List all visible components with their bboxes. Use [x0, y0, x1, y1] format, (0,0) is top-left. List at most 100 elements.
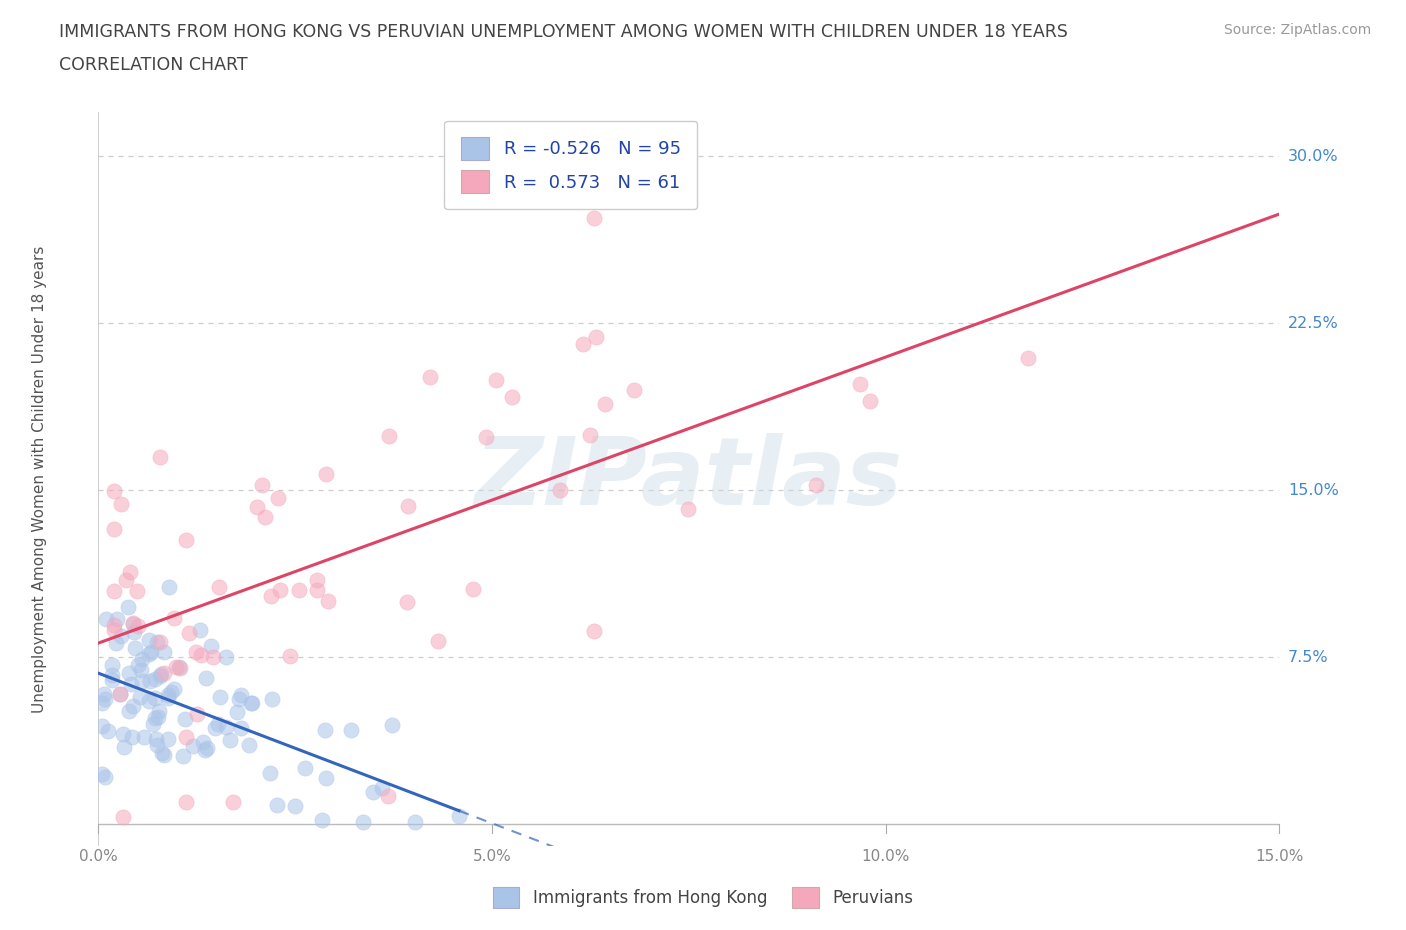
Point [501, 390, 523, 405]
Point [208, 580, 231, 595]
Point [131, 663, 153, 678]
Point [128, 689, 150, 704]
Point [124, 641, 146, 656]
Point [131, 673, 153, 688]
Point [157, 690, 180, 705]
Point [267, 491, 290, 506]
Point [127, 658, 149, 672]
Text: 30.0%: 30.0% [1288, 149, 1339, 164]
Point [804, 477, 827, 492]
Point [240, 696, 263, 711]
Point [582, 623, 605, 638]
Legend: Immigrants from Hong Kong, Peruvians: Immigrants from Hong Kong, Peruvians [486, 881, 920, 914]
Point [228, 692, 250, 707]
Point [103, 484, 125, 498]
Point [142, 717, 165, 732]
Text: 0.0%: 0.0% [79, 849, 118, 864]
Point [215, 650, 238, 665]
Point [288, 583, 311, 598]
Point [311, 813, 333, 828]
Point [110, 497, 132, 512]
Point [148, 704, 170, 719]
Point [122, 624, 145, 639]
Point [278, 649, 301, 664]
Text: 22.5%: 22.5% [1288, 315, 1339, 330]
Point [125, 583, 148, 598]
Point [120, 677, 142, 692]
Point [94, 612, 117, 627]
Point [200, 638, 222, 653]
Point [162, 682, 184, 697]
Point [108, 686, 131, 701]
Point [91, 696, 114, 711]
Point [548, 483, 571, 498]
Point [485, 373, 508, 388]
Point [585, 329, 607, 344]
Point [188, 623, 211, 638]
Point [583, 211, 606, 226]
Point [112, 739, 135, 754]
Point [859, 393, 882, 408]
Text: CORRELATION CHART: CORRELATION CHART [59, 56, 247, 73]
Point [112, 810, 135, 825]
Point [105, 612, 128, 627]
Point [229, 687, 252, 702]
Point [253, 510, 276, 525]
Point [103, 583, 125, 598]
Point [174, 711, 197, 726]
Point [153, 748, 176, 763]
Point [316, 593, 339, 608]
Point [112, 727, 135, 742]
Point [131, 652, 153, 667]
Point [146, 711, 169, 725]
Point [127, 618, 149, 633]
Point [676, 501, 699, 516]
Point [138, 632, 160, 647]
Text: 15.0%: 15.0% [1256, 849, 1303, 864]
Point [91, 719, 114, 734]
Point [201, 649, 224, 664]
Point [157, 579, 180, 594]
Point [269, 583, 291, 598]
Point [191, 735, 214, 750]
Point [186, 644, 208, 659]
Point [97, 724, 120, 738]
Point [145, 634, 167, 649]
Point [284, 799, 307, 814]
Point [138, 647, 160, 662]
Point [361, 784, 384, 799]
Point [145, 711, 167, 725]
Point [153, 644, 176, 659]
Point [194, 671, 217, 685]
Point [225, 705, 247, 720]
Point [222, 794, 245, 809]
Point [593, 396, 616, 411]
Text: IMMIGRANTS FROM HONG KONG VS PERUVIAN UNEMPLOYMENT AMONG WOMEN WITH CHILDREN UND: IMMIGRANTS FROM HONG KONG VS PERUVIAN UN… [59, 23, 1069, 41]
Point [139, 673, 162, 688]
Point [340, 723, 363, 737]
Point [314, 723, 336, 737]
Point [122, 617, 145, 631]
Point [177, 626, 200, 641]
Point [103, 618, 125, 632]
Point [315, 467, 337, 482]
Text: Unemployment Among Women with Children Under 18 years: Unemployment Among Women with Children U… [32, 246, 46, 712]
Point [176, 794, 198, 809]
Point [218, 733, 240, 748]
Point [294, 760, 316, 775]
Point [246, 499, 269, 514]
Point [404, 815, 426, 830]
Point [91, 766, 114, 781]
Point [572, 337, 595, 352]
Point [100, 673, 122, 688]
Point [101, 668, 124, 683]
Legend: R = -0.526   N = 95, R =  0.573   N = 61: R = -0.526 N = 95, R = 0.573 N = 61 [444, 121, 697, 209]
Point [578, 428, 600, 443]
Point [163, 611, 186, 626]
Point [174, 730, 197, 745]
Point [149, 669, 172, 684]
Point [461, 582, 484, 597]
Point [153, 665, 176, 680]
Point [103, 622, 125, 637]
Point [190, 648, 212, 663]
